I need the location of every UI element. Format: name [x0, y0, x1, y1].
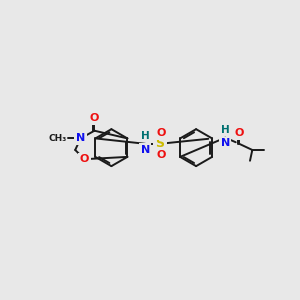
Text: N: N — [76, 134, 85, 143]
Text: O: O — [80, 154, 89, 164]
Text: CH₃: CH₃ — [49, 134, 67, 143]
Text: N: N — [221, 138, 230, 148]
Text: H: H — [141, 131, 150, 141]
Text: O: O — [157, 150, 166, 160]
Text: O: O — [235, 128, 244, 138]
Text: O: O — [157, 128, 166, 138]
Text: S: S — [155, 137, 164, 150]
Text: H: H — [221, 124, 230, 135]
Text: O: O — [90, 113, 99, 123]
Text: N: N — [141, 145, 150, 154]
